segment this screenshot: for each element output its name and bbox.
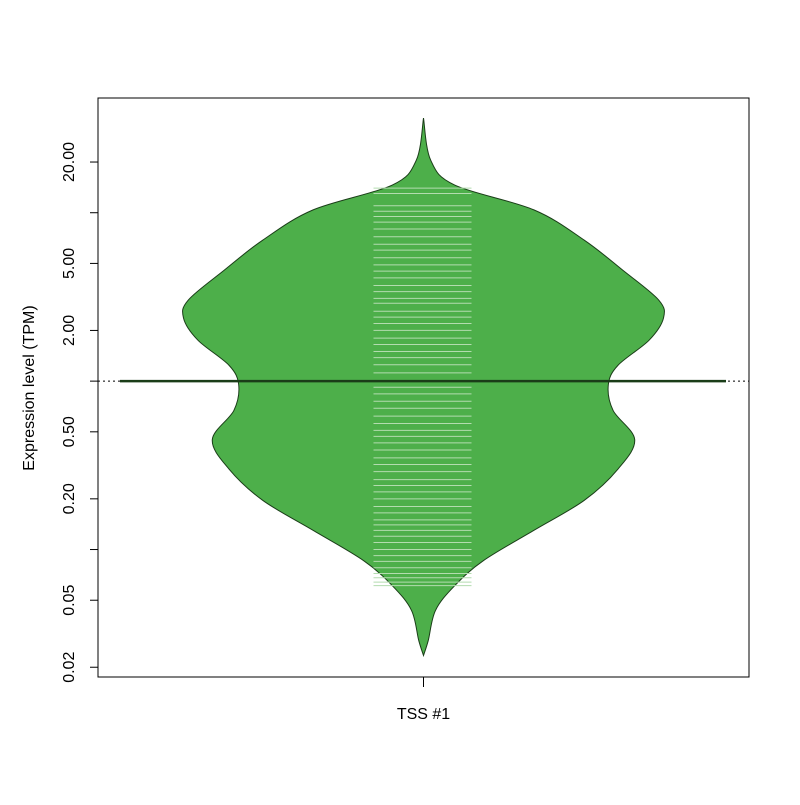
- y-tick-label: 0.02: [61, 652, 78, 683]
- y-tick-label: 0.20: [61, 483, 78, 514]
- y-tick-label: 5.00: [61, 248, 78, 279]
- y-axis-label: Expression level (TPM): [21, 305, 38, 470]
- y-tick-label: 0.05: [61, 585, 78, 616]
- y-tick-label: 0.50: [61, 416, 78, 447]
- y-tick-label: 20.00: [61, 142, 78, 182]
- x-tick-label: TSS #1: [397, 706, 450, 723]
- y-tick-label: 2.00: [61, 315, 78, 346]
